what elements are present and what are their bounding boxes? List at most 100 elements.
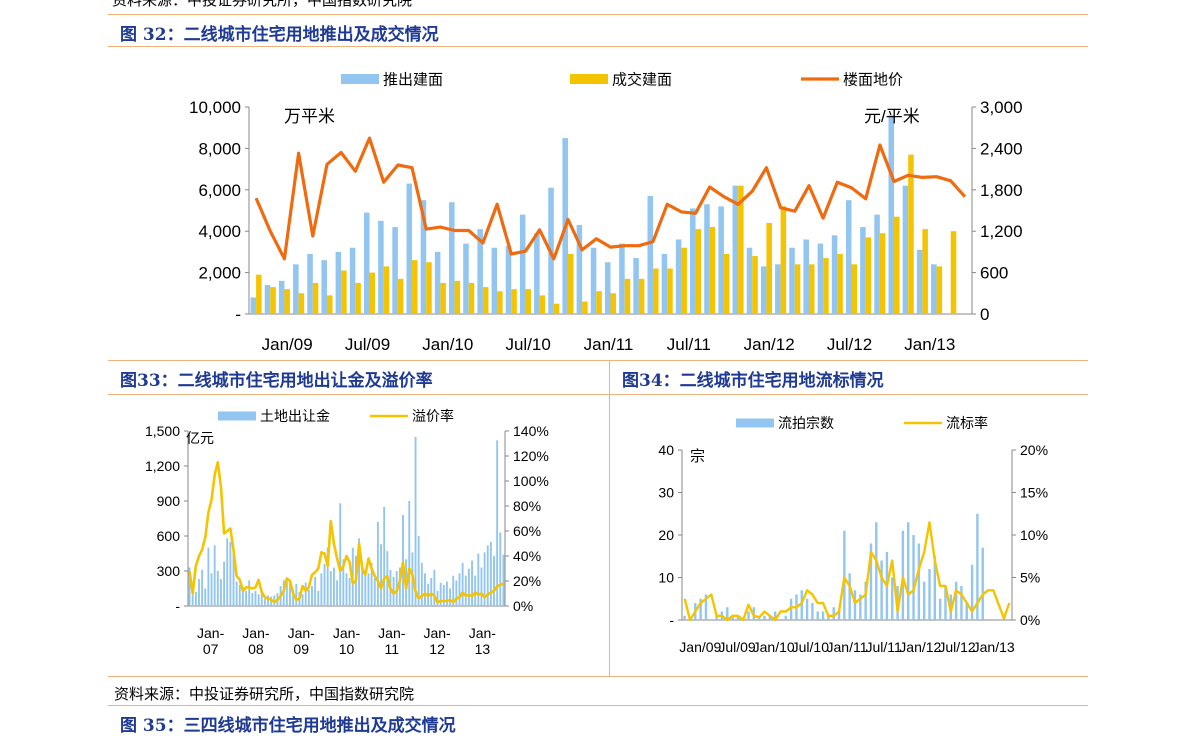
y-left-tick-label: 10,000 bbox=[189, 98, 241, 117]
bar-primary bbox=[339, 503, 342, 606]
bar-primary bbox=[307, 589, 310, 606]
bar-primary bbox=[970, 564, 974, 620]
bar-secondary bbox=[894, 216, 900, 314]
bar-primary bbox=[361, 561, 364, 606]
bar-primary bbox=[763, 615, 766, 620]
bar-primary bbox=[408, 501, 411, 606]
legend-label: 成交建面 bbox=[612, 70, 672, 88]
bar-secondary bbox=[851, 264, 858, 314]
bar-primary bbox=[775, 264, 781, 314]
bar-secondary bbox=[468, 282, 475, 314]
bar-primary bbox=[768, 615, 772, 620]
bar-primary bbox=[414, 436, 417, 606]
bar-primary bbox=[480, 567, 483, 606]
y-left-tick-label: 8,000 bbox=[198, 139, 241, 158]
bar-primary bbox=[301, 594, 304, 606]
bar-primary bbox=[433, 569, 436, 606]
fig32-title: 图 32：二线城市住宅用地推出及成交情况 bbox=[120, 25, 439, 45]
bar-secondary bbox=[582, 301, 588, 314]
bar-primary bbox=[912, 535, 915, 620]
bar-primary bbox=[576, 224, 583, 314]
x-tick-label: Jul/10 bbox=[505, 335, 550, 354]
bar-primary bbox=[853, 590, 857, 620]
bar-primary bbox=[832, 607, 835, 620]
y-right-tick-label: 5% bbox=[1020, 569, 1040, 585]
bar-primary bbox=[232, 547, 235, 606]
x-tick-label: Jan- bbox=[242, 625, 270, 641]
x-tick-label: Jan/12 bbox=[744, 335, 795, 354]
legend-label: 流标率 bbox=[946, 415, 988, 431]
bar-primary bbox=[683, 615, 686, 620]
bar-primary bbox=[442, 585, 445, 606]
y-right-tick-label: 100% bbox=[513, 473, 549, 489]
bar-primary bbox=[434, 251, 441, 314]
fig33-chart: - 300 600 900 1,200 1,500 0% 20% 40% 60% 80% 100% 12… bbox=[145, 408, 549, 657]
bottom-source-text: 资料来源：中投证券研究所，中国指数研究院 bbox=[114, 685, 415, 703]
bar-secondary bbox=[766, 222, 772, 314]
y-right-tick-label: 80% bbox=[513, 498, 541, 514]
bar-primary bbox=[933, 556, 937, 620]
y-left-tick-label: 2,000 bbox=[198, 264, 241, 283]
bar-primary bbox=[402, 515, 404, 606]
y-right-tick-label: 20% bbox=[513, 573, 541, 589]
bar-primary bbox=[960, 586, 963, 620]
legend-swatch-bar bbox=[341, 74, 379, 84]
bar-primary bbox=[216, 571, 219, 606]
fig34-chart: - 10 20 30 40 0% 5% 10% 15% 20% Jan/09Jul/09Jan/10… bbox=[658, 415, 1048, 655]
y-left-tick-label: 10 bbox=[658, 569, 674, 585]
bar-primary bbox=[329, 571, 332, 606]
x-tick-label: Jan- bbox=[378, 625, 406, 641]
bar-secondary bbox=[426, 262, 432, 314]
bar-secondary bbox=[610, 293, 617, 314]
bar-primary bbox=[805, 598, 809, 620]
bar-primary bbox=[747, 611, 750, 620]
bar-secondary bbox=[511, 289, 517, 314]
bar-primary bbox=[417, 536, 420, 606]
bar-primary bbox=[263, 599, 266, 606]
legend-label: 土地出让金 bbox=[260, 408, 330, 424]
bar-primary bbox=[424, 573, 426, 606]
bar-primary bbox=[760, 266, 767, 314]
bar-primary bbox=[746, 247, 753, 314]
bar-primary bbox=[292, 589, 295, 606]
bar-secondary bbox=[326, 295, 333, 314]
fig34-title: 图34：二线城市住宅用地流标情况 bbox=[622, 371, 884, 391]
bar-primary bbox=[383, 506, 386, 606]
bar-primary bbox=[194, 592, 197, 606]
y-left-tick-label: 600 bbox=[157, 528, 181, 544]
bar-primary bbox=[420, 200, 427, 314]
bar-secondary bbox=[412, 260, 418, 314]
bar-primary bbox=[837, 611, 841, 620]
bar-primary bbox=[859, 594, 862, 620]
bar-primary bbox=[471, 560, 473, 606]
bar-primary bbox=[519, 214, 526, 314]
bar-secondary bbox=[638, 278, 645, 314]
bar-secondary bbox=[723, 253, 730, 314]
y-right-tick-label: 1,200 bbox=[980, 222, 1023, 241]
x-tick-label: Jan/09 bbox=[679, 639, 721, 655]
bar-primary bbox=[502, 554, 505, 606]
bar-primary bbox=[827, 615, 830, 620]
y-left-tick-label: 6,000 bbox=[198, 181, 241, 200]
x-tick-label: Jul/12 bbox=[938, 639, 976, 655]
bar-primary bbox=[398, 567, 401, 606]
bar-secondary bbox=[908, 154, 914, 314]
y-right-tick-label: 60% bbox=[513, 523, 541, 539]
bar-primary bbox=[463, 243, 469, 314]
y-left-tick-label: 900 bbox=[157, 493, 181, 509]
bar-primary bbox=[880, 560, 883, 620]
bar-primary bbox=[449, 202, 455, 314]
bar-primary bbox=[213, 545, 216, 606]
bar-primary bbox=[285, 581, 288, 606]
bar-primary bbox=[800, 590, 803, 620]
bar-primary bbox=[257, 594, 260, 606]
bar-primary bbox=[860, 227, 866, 314]
bar-primary bbox=[204, 588, 207, 606]
y-right-tick-label: 40% bbox=[513, 548, 541, 564]
x-tick-label: Jan/13 bbox=[904, 335, 955, 354]
bar-primary bbox=[891, 577, 894, 620]
bar-primary bbox=[461, 562, 464, 606]
bar-secondary bbox=[256, 274, 262, 314]
bar-primary bbox=[690, 208, 696, 314]
y-right-tick-label: 10% bbox=[1020, 527, 1048, 543]
